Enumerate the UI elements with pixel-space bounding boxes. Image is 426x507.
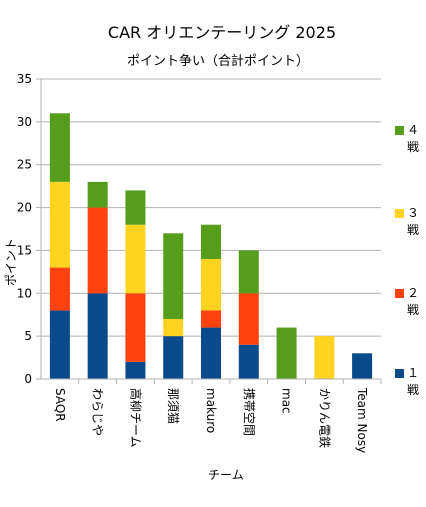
x-tick-label: mac xyxy=(280,388,294,414)
bar-segment xyxy=(87,207,108,294)
bar-segment xyxy=(200,259,222,311)
x-tick-label: Team Nosy xyxy=(355,387,369,453)
bar-segment xyxy=(125,190,146,225)
bar-segment xyxy=(200,327,222,379)
bar-segment xyxy=(125,224,146,294)
x-tick-label: makuro xyxy=(204,388,218,433)
legend-label: ３戦 xyxy=(407,206,419,237)
x-tick-label: SAQR xyxy=(53,388,67,422)
bar-segment xyxy=(49,113,70,182)
legend-swatch xyxy=(395,209,404,218)
bar-segment xyxy=(163,336,184,379)
chart-title: CAR オリエンテーリング 2025 xyxy=(108,23,336,42)
legend: ４戦 ３戦 ２戦 １戦 xyxy=(395,123,419,397)
bars xyxy=(49,113,373,379)
y-tick-label: 0 xyxy=(24,372,32,386)
y-tick-label: 10 xyxy=(17,286,32,300)
y-tick-label: 15 xyxy=(17,243,32,257)
x-tick-labels: SAQR わらじや 高柳チーム 那須猫 makuro 携帯空間 mac かりん電鉄 Team N… xyxy=(53,387,369,453)
y-tick-label: 35 xyxy=(17,72,32,86)
x-tick-label: 高柳チーム xyxy=(128,388,143,448)
bar-segment xyxy=(238,344,259,379)
bar-segment xyxy=(87,181,108,208)
y-tick-label: 20 xyxy=(17,201,32,215)
legend-swatch xyxy=(395,289,404,298)
bar-segment xyxy=(125,293,146,362)
bar-segment xyxy=(200,310,222,328)
bar-segment xyxy=(125,361,146,379)
x-tick-label: かりん電鉄 xyxy=(317,388,332,448)
y-tick-label: 25 xyxy=(17,158,32,172)
bar-segment xyxy=(238,250,259,294)
y-axis-title: ポイント xyxy=(4,238,18,286)
legend-swatch xyxy=(395,126,404,135)
bar-segment xyxy=(238,293,259,345)
bar-segment xyxy=(49,267,70,311)
legend-label: ４戦 xyxy=(407,123,419,154)
bar-segment xyxy=(163,319,184,337)
legend-label: ２戦 xyxy=(407,286,419,317)
legend-label: １戦 xyxy=(407,366,419,397)
bar-segment xyxy=(352,353,373,379)
legend-swatch xyxy=(395,369,404,378)
y-tick-labels: 0 5 10 15 20 25 30 35 xyxy=(17,72,32,386)
x-axis-title: チーム xyxy=(208,468,244,482)
bar-segment xyxy=(49,181,70,268)
x-tick-label: わらじや xyxy=(91,388,105,436)
x-tick-label: 那須猫 xyxy=(166,388,180,424)
bar-segment xyxy=(87,293,108,379)
axes xyxy=(40,79,381,380)
y-tick-label: 5 xyxy=(24,329,32,343)
bar-segment xyxy=(314,336,335,379)
bar-segment xyxy=(200,224,222,259)
bar-segment xyxy=(163,233,184,319)
bar-segment xyxy=(49,310,70,379)
y-tick-label: 30 xyxy=(17,115,32,129)
bar-segment xyxy=(276,327,297,379)
chart-subtitle: ポイント争い（合計ポイント） xyxy=(127,53,309,69)
x-tick-label: 携帯空間 xyxy=(242,388,257,436)
